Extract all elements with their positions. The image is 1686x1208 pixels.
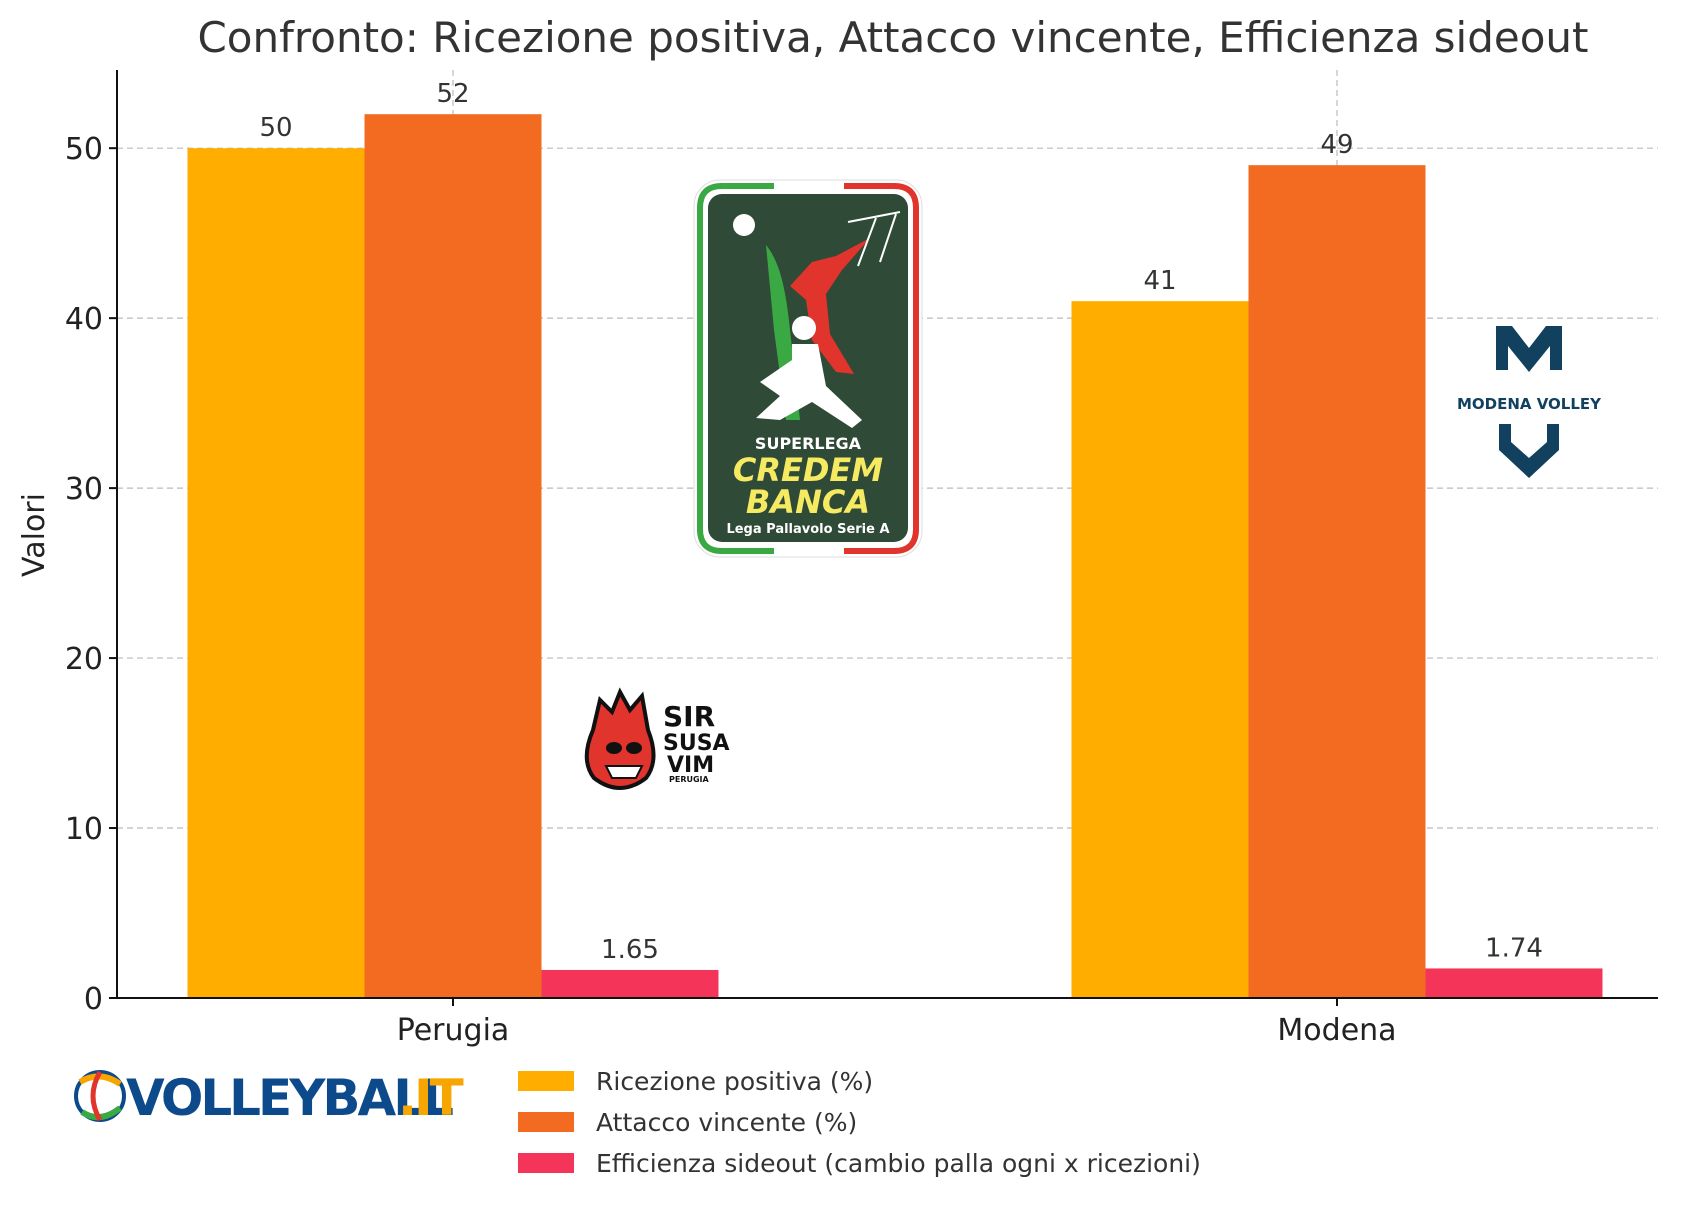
bar-modena-s0 xyxy=(1071,301,1249,999)
legend-swatch-2 xyxy=(518,1153,574,1173)
y-ticks: 0 10 20 30 40 50 xyxy=(65,132,117,1017)
legend-label-0: Ricezione positiva (%) xyxy=(596,1067,873,1096)
bar-perugia-s2 xyxy=(541,969,719,998)
x-tick-label-0: Perugia xyxy=(397,1013,510,1048)
y-tick-label-5: 50 xyxy=(65,132,103,167)
x-tick-label-1: Modena xyxy=(1277,1013,1396,1048)
data-label-perugia-s1: 52 xyxy=(436,79,469,109)
volleyball-it-logo-suffix: .IT xyxy=(398,1069,464,1127)
perugia-logo-l3: VIM xyxy=(667,753,714,778)
modena-logo: MODENA VOLLEY xyxy=(1457,326,1602,478)
y-tick-label-2: 20 xyxy=(65,642,103,677)
x-ticks: Perugia Modena xyxy=(397,998,1397,1048)
y-tick-label-1: 10 xyxy=(65,812,103,847)
data-label-modena-s1: 49 xyxy=(1320,130,1353,160)
superlega-logo-top: SUPERLEGA xyxy=(755,434,862,453)
superlega-logo-line2: BANCA xyxy=(746,483,870,521)
legend: Ricezione positiva (%) Attacco vincente (… xyxy=(518,1067,1201,1178)
bar-modena-s2 xyxy=(1425,968,1603,998)
perugia-logo: SIR SUSA VIM PERUGIA xyxy=(584,687,730,790)
modena-logo-text: MODENA VOLLEY xyxy=(1457,395,1602,413)
y-tick-label-0: 0 xyxy=(84,982,103,1017)
axes xyxy=(116,70,1658,999)
perugia-logo-l4: PERUGIA xyxy=(669,775,710,784)
superlega-logo-line1: CREDEM xyxy=(733,451,883,489)
data-labels: 50 52 1.65 41 49 1.74 xyxy=(259,79,1542,965)
bar-perugia-s0 xyxy=(187,148,365,998)
bars xyxy=(187,114,1603,999)
bar-perugia-s1 xyxy=(364,114,542,998)
volleyball-it-logo: VOLLEYBALL .IT xyxy=(74,1069,467,1127)
y-tick-label-4: 40 xyxy=(65,302,103,337)
y-axis-label: Valori xyxy=(17,493,52,577)
superlega-logo-bottom: Lega Pallavolo Serie A xyxy=(726,522,889,537)
bar-modena-s1 xyxy=(1248,165,1426,998)
legend-swatch-0 xyxy=(518,1071,574,1091)
chart-title: Confronto: Ricezione positiva, Attacco v… xyxy=(197,13,1588,62)
legend-label-2: Efficienza sideout (cambio palla ogni x … xyxy=(596,1149,1201,1178)
data-label-perugia-s2: 1.65 xyxy=(601,935,659,965)
superlega-logo: SUPERLEGA CREDEM BANCA Lega Pallavolo Se… xyxy=(693,179,923,558)
y-tick-label-3: 30 xyxy=(65,472,103,507)
legend-label-1: Attacco vincente (%) xyxy=(596,1108,857,1137)
data-label-modena-s0: 41 xyxy=(1143,266,1176,296)
data-label-perugia-s0: 50 xyxy=(259,113,292,143)
perugia-logo-l2: SUSA xyxy=(663,731,730,756)
perugia-logo-l1: SIR xyxy=(663,700,715,733)
data-label-modena-s2: 1.74 xyxy=(1485,933,1543,963)
volleyball-it-logo-main: VOLLEYBALL xyxy=(126,1069,453,1127)
legend-swatch-1 xyxy=(518,1112,574,1132)
